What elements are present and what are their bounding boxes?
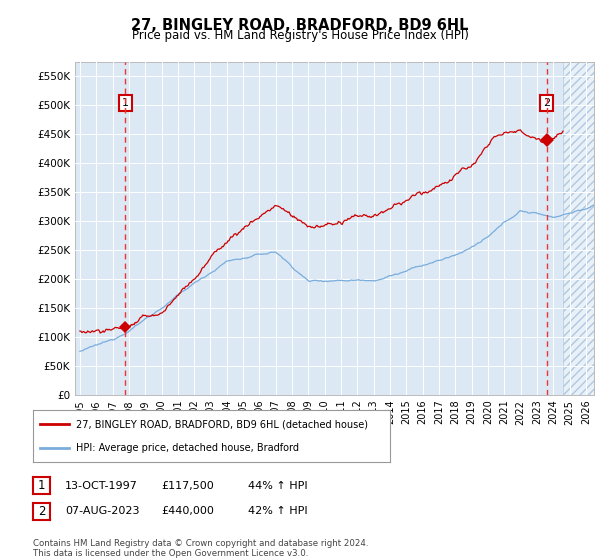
- Text: £117,500: £117,500: [161, 480, 214, 491]
- Text: 1: 1: [38, 479, 45, 492]
- Text: 2: 2: [38, 505, 45, 518]
- Text: 27, BINGLEY ROAD, BRADFORD, BD9 6HL: 27, BINGLEY ROAD, BRADFORD, BD9 6HL: [131, 18, 469, 33]
- Text: 2: 2: [543, 98, 550, 108]
- Text: 07-AUG-2023: 07-AUG-2023: [65, 506, 139, 516]
- Text: 1: 1: [122, 98, 129, 108]
- Text: 44% ↑ HPI: 44% ↑ HPI: [248, 480, 307, 491]
- Text: HPI: Average price, detached house, Bradford: HPI: Average price, detached house, Brad…: [76, 443, 299, 453]
- Text: 42% ↑ HPI: 42% ↑ HPI: [248, 506, 307, 516]
- Text: 27, BINGLEY ROAD, BRADFORD, BD9 6HL (detached house): 27, BINGLEY ROAD, BRADFORD, BD9 6HL (det…: [76, 419, 368, 430]
- Text: 13-OCT-1997: 13-OCT-1997: [65, 480, 137, 491]
- Text: Price paid vs. HM Land Registry's House Price Index (HPI): Price paid vs. HM Land Registry's House …: [131, 29, 469, 42]
- Text: £440,000: £440,000: [161, 506, 214, 516]
- Text: Contains HM Land Registry data © Crown copyright and database right 2024.
This d: Contains HM Land Registry data © Crown c…: [33, 539, 368, 558]
